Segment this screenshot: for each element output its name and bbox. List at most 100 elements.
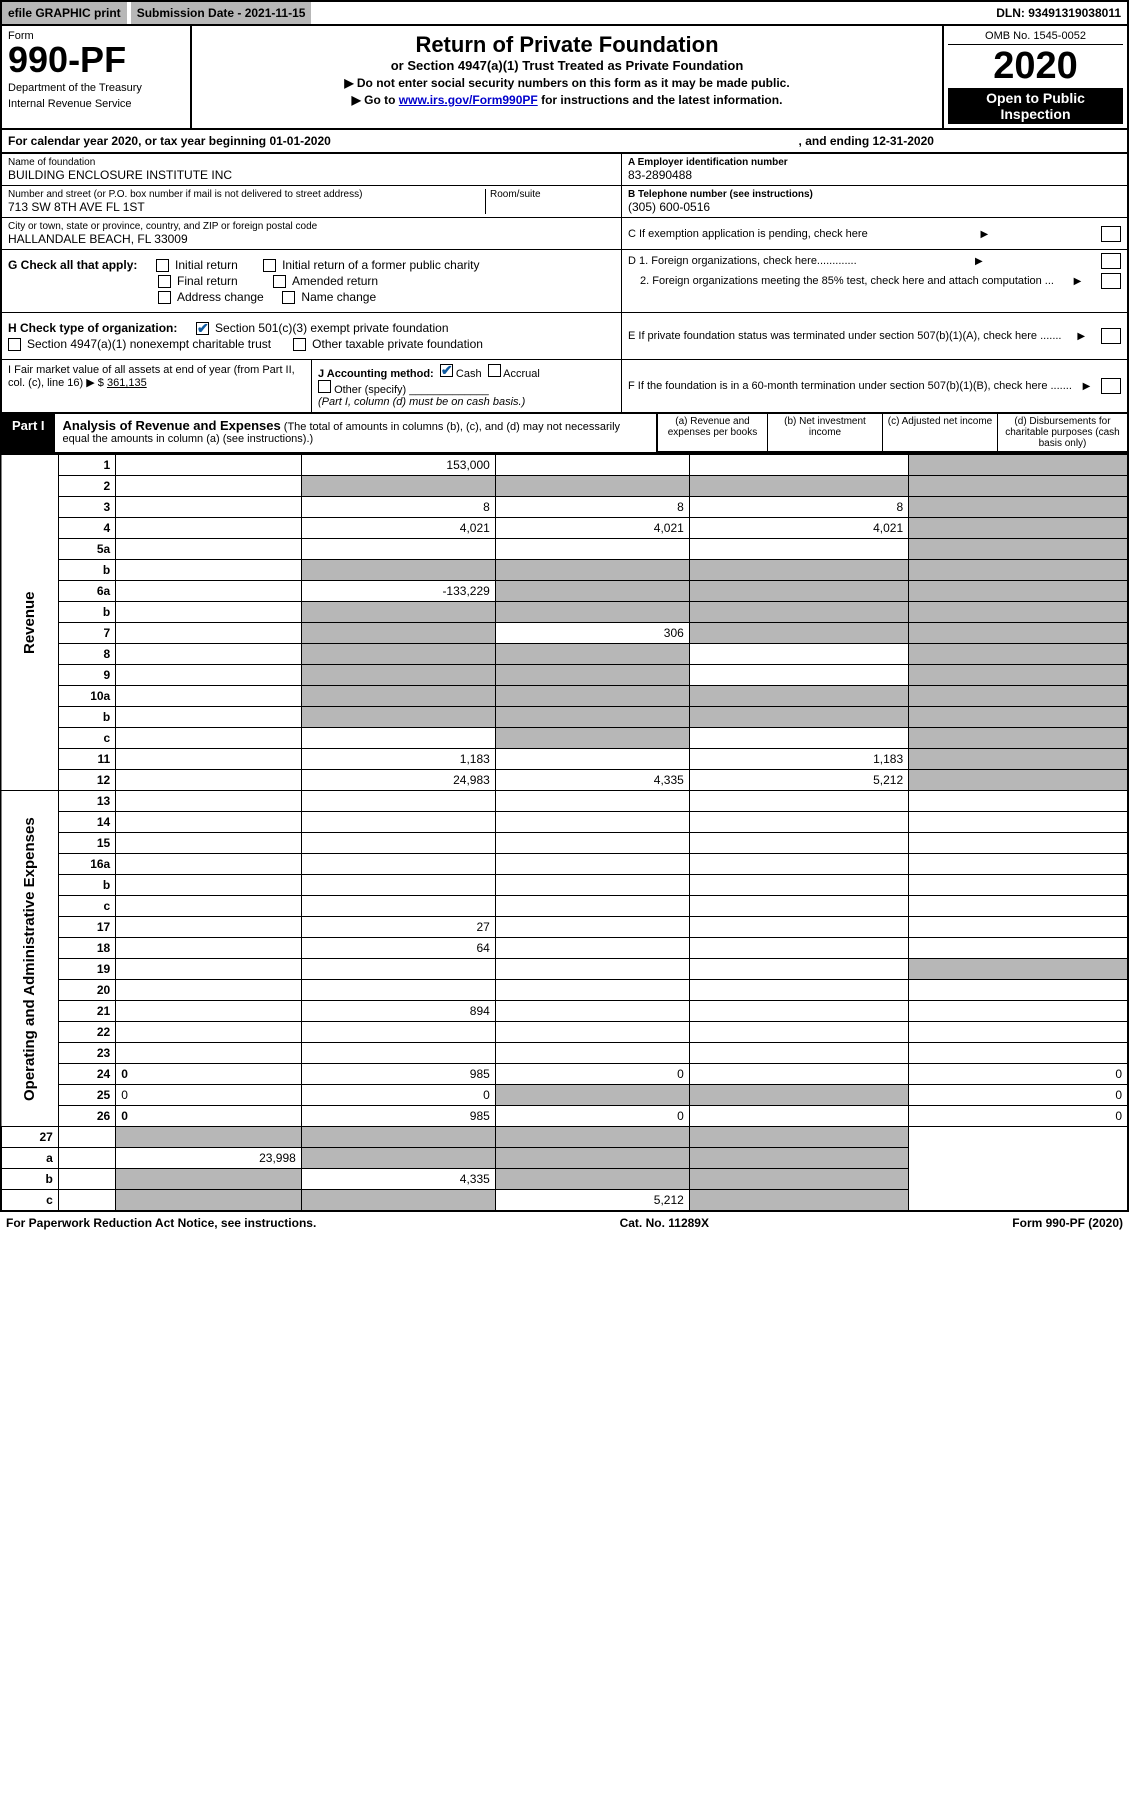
table-row: c [1, 728, 1128, 749]
table-row: b [1, 875, 1128, 896]
line-number: a [1, 1148, 58, 1169]
h-501-checkbox[interactable] [196, 322, 209, 335]
line-number: 13 [58, 791, 115, 812]
cell-col-d [909, 560, 1128, 581]
line-number: 2 [58, 476, 115, 497]
line-description [116, 518, 302, 539]
j-cash-label: Cash [456, 368, 482, 380]
line-number: 18 [58, 938, 115, 959]
line-description [116, 833, 302, 854]
cell-col-a [116, 1127, 302, 1148]
g-initial-pub-checkbox[interactable] [263, 259, 276, 272]
cell-col-a [301, 791, 495, 812]
part1-label: Part I [2, 414, 55, 452]
d1-checkbox[interactable] [1101, 253, 1121, 269]
cell-col-d [909, 581, 1128, 602]
table-row: 1864 [1, 938, 1128, 959]
cell-col-d [909, 455, 1128, 476]
table-row: 26098500 [1, 1106, 1128, 1127]
cell-col-b [495, 791, 689, 812]
cell-col-b [495, 560, 689, 581]
line-number: b [58, 602, 115, 623]
cell-col-a [301, 854, 495, 875]
cell-col-d [689, 1169, 908, 1190]
ein-value: 83-2890488 [628, 168, 1121, 182]
g-addrchg-checkbox[interactable] [158, 291, 171, 304]
table-row: 16a [1, 854, 1128, 875]
part1-table: Revenue1153,0002388844,0214,0214,0215ab6… [0, 454, 1129, 1212]
irs-link[interactable]: www.irs.gov/Form990PF [399, 93, 538, 107]
cell-col-c [689, 1064, 908, 1085]
top-bar: efile GRAPHIC print Submission Date - 20… [0, 0, 1129, 26]
arrow-icon [978, 228, 992, 240]
line-description [116, 455, 302, 476]
line-description [58, 1127, 115, 1148]
cell-col-c [689, 602, 908, 623]
g-final-checkbox[interactable] [158, 275, 171, 288]
cell-col-b [495, 539, 689, 560]
table-row: 23 [1, 1043, 1128, 1064]
e-checkbox[interactable] [1101, 328, 1121, 344]
cell-col-a [301, 980, 495, 1001]
g-amended-checkbox[interactable] [273, 275, 286, 288]
cell-col-a [301, 728, 495, 749]
line-number: 22 [58, 1022, 115, 1043]
part1-header: Part I Analysis of Revenue and Expenses … [0, 414, 1129, 454]
cell-col-a [301, 560, 495, 581]
line-description [116, 707, 302, 728]
cell-col-d [909, 791, 1128, 812]
form-subtitle: or Section 4947(a)(1) Trust Treated as P… [198, 58, 936, 73]
cell-col-b: 306 [495, 623, 689, 644]
cell-col-a [301, 1043, 495, 1064]
cell-col-d [909, 476, 1128, 497]
h-4947-checkbox[interactable] [8, 338, 21, 351]
h-other-checkbox[interactable] [293, 338, 306, 351]
line-number: 24 [58, 1064, 115, 1085]
line-number: 21 [58, 1001, 115, 1022]
table-row: 15 [1, 833, 1128, 854]
line-description [116, 1022, 302, 1043]
form-footer-label: Form 990-PF (2020) [1012, 1216, 1123, 1230]
c-label: C If exemption application is pending, c… [628, 228, 868, 240]
cell-col-b [495, 833, 689, 854]
cell-col-c [689, 1106, 908, 1127]
table-row: 25000 [1, 1085, 1128, 1106]
j-accrual-checkbox[interactable] [488, 364, 501, 377]
cell-col-b: 8 [495, 497, 689, 518]
cell-col-d [909, 1022, 1128, 1043]
f-checkbox[interactable] [1101, 378, 1121, 394]
table-row: 27 [1, 1127, 1128, 1148]
cell-col-b [301, 1190, 495, 1212]
dln-label: DLN: 93491319038011 [990, 2, 1127, 24]
cell-col-d [909, 665, 1128, 686]
line-description [116, 665, 302, 686]
g-initial-checkbox[interactable] [156, 259, 169, 272]
cell-col-d: 0 [909, 1064, 1128, 1085]
arrow-icon [1080, 380, 1094, 392]
cell-col-b [495, 980, 689, 1001]
j-other-checkbox[interactable] [318, 380, 331, 393]
cell-col-c: 5,212 [495, 1190, 689, 1212]
line-number: 25 [58, 1085, 115, 1106]
cat-number: Cat. No. 11289X [620, 1216, 709, 1230]
table-row: 5a [1, 539, 1128, 560]
cell-col-d [909, 896, 1128, 917]
cell-col-a [301, 707, 495, 728]
d2-checkbox[interactable] [1101, 273, 1121, 289]
line-number: 8 [58, 644, 115, 665]
table-row: 8 [1, 644, 1128, 665]
cell-col-c [689, 707, 908, 728]
h-label: H Check type of organization: [8, 321, 177, 335]
cell-col-b [495, 1001, 689, 1022]
line-description: 0 [116, 1085, 302, 1106]
tax-year: 2020 [948, 45, 1123, 88]
g-namechg-checkbox[interactable] [282, 291, 295, 304]
line-number: c [58, 728, 115, 749]
line-number: 11 [58, 749, 115, 770]
j-cash-checkbox[interactable] [440, 364, 453, 377]
form-number-block: Form 990-PF Department of the Treasury I… [2, 26, 192, 128]
c-checkbox[interactable] [1101, 226, 1121, 242]
line-number: 19 [58, 959, 115, 980]
cell-col-d [909, 749, 1128, 770]
table-row: 7306 [1, 623, 1128, 644]
